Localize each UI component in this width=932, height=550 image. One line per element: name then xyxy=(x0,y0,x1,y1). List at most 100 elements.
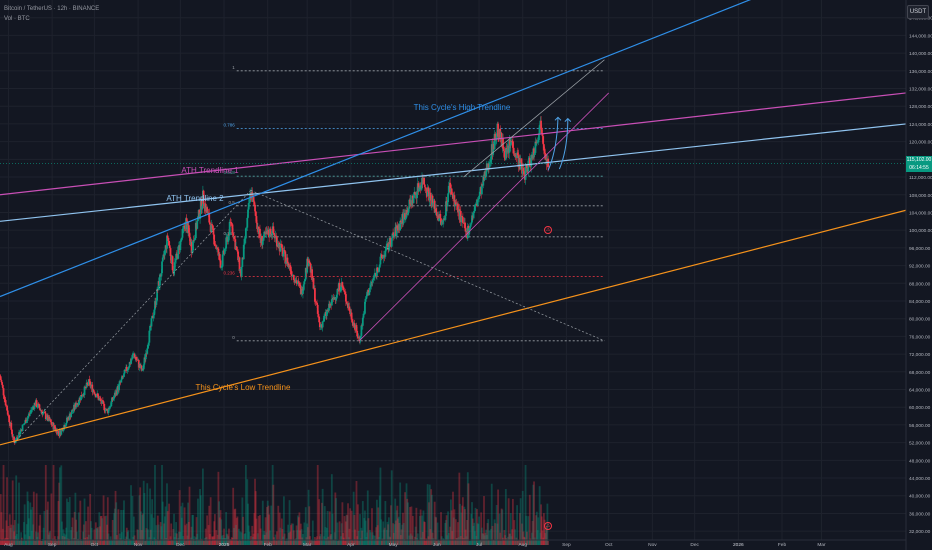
volume-bar xyxy=(287,532,290,545)
candle-body xyxy=(135,359,138,361)
volume-bar xyxy=(122,509,125,545)
volume-bar xyxy=(378,536,380,545)
volume-bar xyxy=(397,516,400,545)
currency-button[interactable]: USDT xyxy=(907,5,929,19)
volume-bar xyxy=(107,533,110,545)
volume-bar xyxy=(81,540,84,545)
volume-bar xyxy=(180,506,182,545)
price-tick-label: 32,000.00 xyxy=(909,529,931,535)
trendlines[interactable] xyxy=(0,0,907,446)
volume-bar xyxy=(79,500,82,545)
candle-body xyxy=(273,233,275,235)
volume-bar xyxy=(123,500,125,545)
candle-body xyxy=(124,369,127,371)
price-tick-label: 44,000.00 xyxy=(909,476,931,482)
candle-body xyxy=(89,381,92,387)
candle-body xyxy=(391,233,394,239)
candle-body xyxy=(70,413,73,418)
candle-body xyxy=(504,148,507,160)
candle-body xyxy=(524,166,527,180)
flag-icon[interactable]: ⚠ xyxy=(544,522,553,530)
forecast-arrows[interactable] xyxy=(547,116,572,171)
volume-bar xyxy=(426,539,428,545)
volume-bar xyxy=(346,515,349,545)
volume-bar xyxy=(91,540,94,545)
candle-body xyxy=(308,260,311,263)
volume-bar xyxy=(516,540,519,545)
price-tick-label: 52,000.00 xyxy=(909,441,931,447)
volume-bar xyxy=(443,539,446,545)
time-tick-label: Mar xyxy=(303,542,312,548)
volume-bar xyxy=(106,497,109,545)
volume-bar xyxy=(345,521,347,545)
volume-bar xyxy=(509,513,512,545)
candle-body xyxy=(322,321,325,322)
candle-body xyxy=(473,210,476,214)
price-tick-label: 92,000.00 xyxy=(909,264,931,270)
volume-bar xyxy=(78,540,81,545)
volume-bar xyxy=(9,527,12,545)
candle-body xyxy=(137,360,140,368)
volume-bar xyxy=(90,527,93,545)
candle-body xyxy=(502,148,505,151)
candle-body xyxy=(208,213,211,223)
volume-bar xyxy=(369,532,372,545)
candle-body xyxy=(478,196,480,200)
candle-body xyxy=(161,261,163,274)
volume-bar xyxy=(542,513,545,545)
volume-bar xyxy=(188,486,191,545)
volume-bar xyxy=(87,506,89,545)
volume-bar xyxy=(280,538,282,545)
volume-bar xyxy=(359,538,362,545)
candle-body xyxy=(302,290,304,294)
candle-body xyxy=(123,373,125,377)
volume-bar xyxy=(59,540,62,545)
volume-bar xyxy=(330,533,333,545)
chart-header: Bitcoin / TetherUS · 12h · BINANCE Vol ·… xyxy=(4,4,99,24)
flag-icon[interactable]: ⚠ xyxy=(544,226,553,235)
volume-bar xyxy=(490,528,492,545)
volume-bar xyxy=(177,537,180,545)
volume-bar xyxy=(410,506,413,545)
volume-bar xyxy=(378,495,381,545)
volume-bar xyxy=(218,517,221,545)
candle-body xyxy=(107,408,110,413)
volume-bar xyxy=(264,517,267,545)
volume-bar xyxy=(137,540,140,545)
candle-body xyxy=(149,325,151,331)
candle-body xyxy=(283,250,285,254)
candle-body xyxy=(540,120,542,130)
candle-body xyxy=(14,441,17,444)
volume-bar xyxy=(325,538,328,545)
volume-bar xyxy=(374,539,377,545)
volume-bar xyxy=(379,467,382,545)
candlestick-series[interactable] xyxy=(0,115,550,446)
candle-body xyxy=(461,216,464,218)
candle-body xyxy=(537,140,540,143)
volume-bar xyxy=(17,523,20,545)
candle-body xyxy=(417,183,420,192)
volume-bar xyxy=(507,498,510,545)
volume-bar xyxy=(206,515,209,545)
price-axis-background xyxy=(906,0,932,550)
volume-bar xyxy=(391,540,394,545)
volume-bar xyxy=(334,492,337,545)
volume-bar xyxy=(418,540,421,545)
price-tick-label: 80,000.00 xyxy=(909,317,931,323)
volume-bar xyxy=(394,498,397,545)
volume-bar xyxy=(375,527,378,545)
volume-bar xyxy=(211,537,214,545)
candle-body xyxy=(385,243,388,247)
volume-bar xyxy=(227,536,230,545)
volume-bar xyxy=(238,539,241,545)
candle-body xyxy=(123,369,126,374)
volume-bar xyxy=(269,540,272,545)
volume-bar xyxy=(137,529,139,545)
volume-bar xyxy=(538,486,541,545)
volume-bar xyxy=(361,530,364,545)
volume-bar xyxy=(6,538,9,545)
volume-bar xyxy=(244,533,247,545)
volume-bar xyxy=(482,533,485,545)
